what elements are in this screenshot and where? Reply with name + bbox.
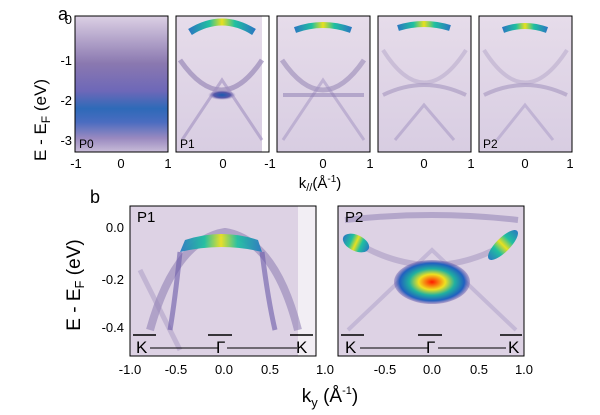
ytick-label: -0.2 [102, 272, 124, 287]
subpanel-3 [276, 15, 371, 153]
subpanel-p0: P0 [74, 15, 169, 153]
xtick-label: 0 [219, 156, 226, 171]
xtick-label: 1 [366, 156, 373, 171]
panel-a-yticks: 0 -1 -2 -3 [60, 12, 72, 148]
subpanel-tag: P0 [79, 137, 94, 151]
ytick-label: -2 [60, 93, 72, 108]
subpanel-4 [377, 15, 472, 153]
subpanel-p1: P1 [175, 15, 270, 153]
ytick-label: -1 [60, 53, 72, 68]
xtick-label: -1 [264, 156, 276, 171]
xtick-label: 1 [467, 156, 474, 171]
panel-b-yticks: 0.0 -0.2 -0.4 [102, 220, 124, 335]
k-point-right: K [296, 338, 308, 357]
xtick-label: 0.5 [261, 362, 279, 377]
xtick-label: 1 [566, 156, 573, 171]
panel-a-xlabel: k//(Å-1) [299, 174, 342, 194]
xtick-label: 0.0 [215, 362, 233, 377]
xtick-label: 0 [521, 156, 528, 171]
k-point-right: K [508, 338, 520, 357]
k-point-mid: Γ [426, 338, 435, 357]
xtick-label: 1 [164, 156, 171, 171]
subpanel-tag: P2 [483, 137, 498, 151]
ytick-label: 0 [65, 12, 72, 27]
k-point-mid: Γ [216, 338, 225, 357]
xtick-label: -0.5 [165, 362, 187, 377]
xtick-label: 0.0 [423, 362, 441, 377]
subpanel-tag: P1 [137, 209, 155, 226]
xtick-label: 0 [319, 156, 326, 171]
xtick-label: -1.0 [119, 362, 141, 377]
subpanel-tag: P1 [180, 137, 195, 151]
panel-b-xlabel: ky (Å-1) [302, 385, 358, 410]
xtick-label: 1.0 [515, 362, 533, 377]
subpanel-tag: P2 [345, 209, 363, 226]
xtick-label: 0 [117, 156, 124, 171]
panel-b-subpanel-p1: P1 K Γ K [129, 205, 317, 357]
panel-a-ylabel: E - EF (eV) [31, 79, 53, 161]
xtick-label: 0.5 [470, 362, 488, 377]
xtick-label: 1.0 [316, 362, 334, 377]
ytick-label: -0.4 [102, 320, 124, 335]
xtick-label: -0.5 [374, 362, 396, 377]
panel-a-label: a [58, 4, 69, 24]
xtick-label: -1 [70, 156, 82, 171]
panel-b-ylabel: E - EF (eV) [64, 239, 87, 330]
xtick-label: 0 [420, 156, 427, 171]
panel-b-xticks: -1.0 -0.5 0.0 0.5 1.0 -0.5 0.0 0.5 1.0 [119, 362, 533, 377]
k-point-left: K [136, 338, 148, 357]
panel-b-label: b [90, 187, 100, 207]
k-point-left: K [345, 338, 357, 357]
panel-b-subpanel-p2: P2 K Γ K [337, 205, 525, 357]
panel-a-xticks: -1 0 1 0 -1 0 1 0 1 0 1 [70, 156, 573, 171]
ytick-label: 0.0 [106, 220, 124, 235]
ytick-label: -3 [60, 133, 72, 148]
subpanel-p2: P2 [478, 15, 573, 153]
